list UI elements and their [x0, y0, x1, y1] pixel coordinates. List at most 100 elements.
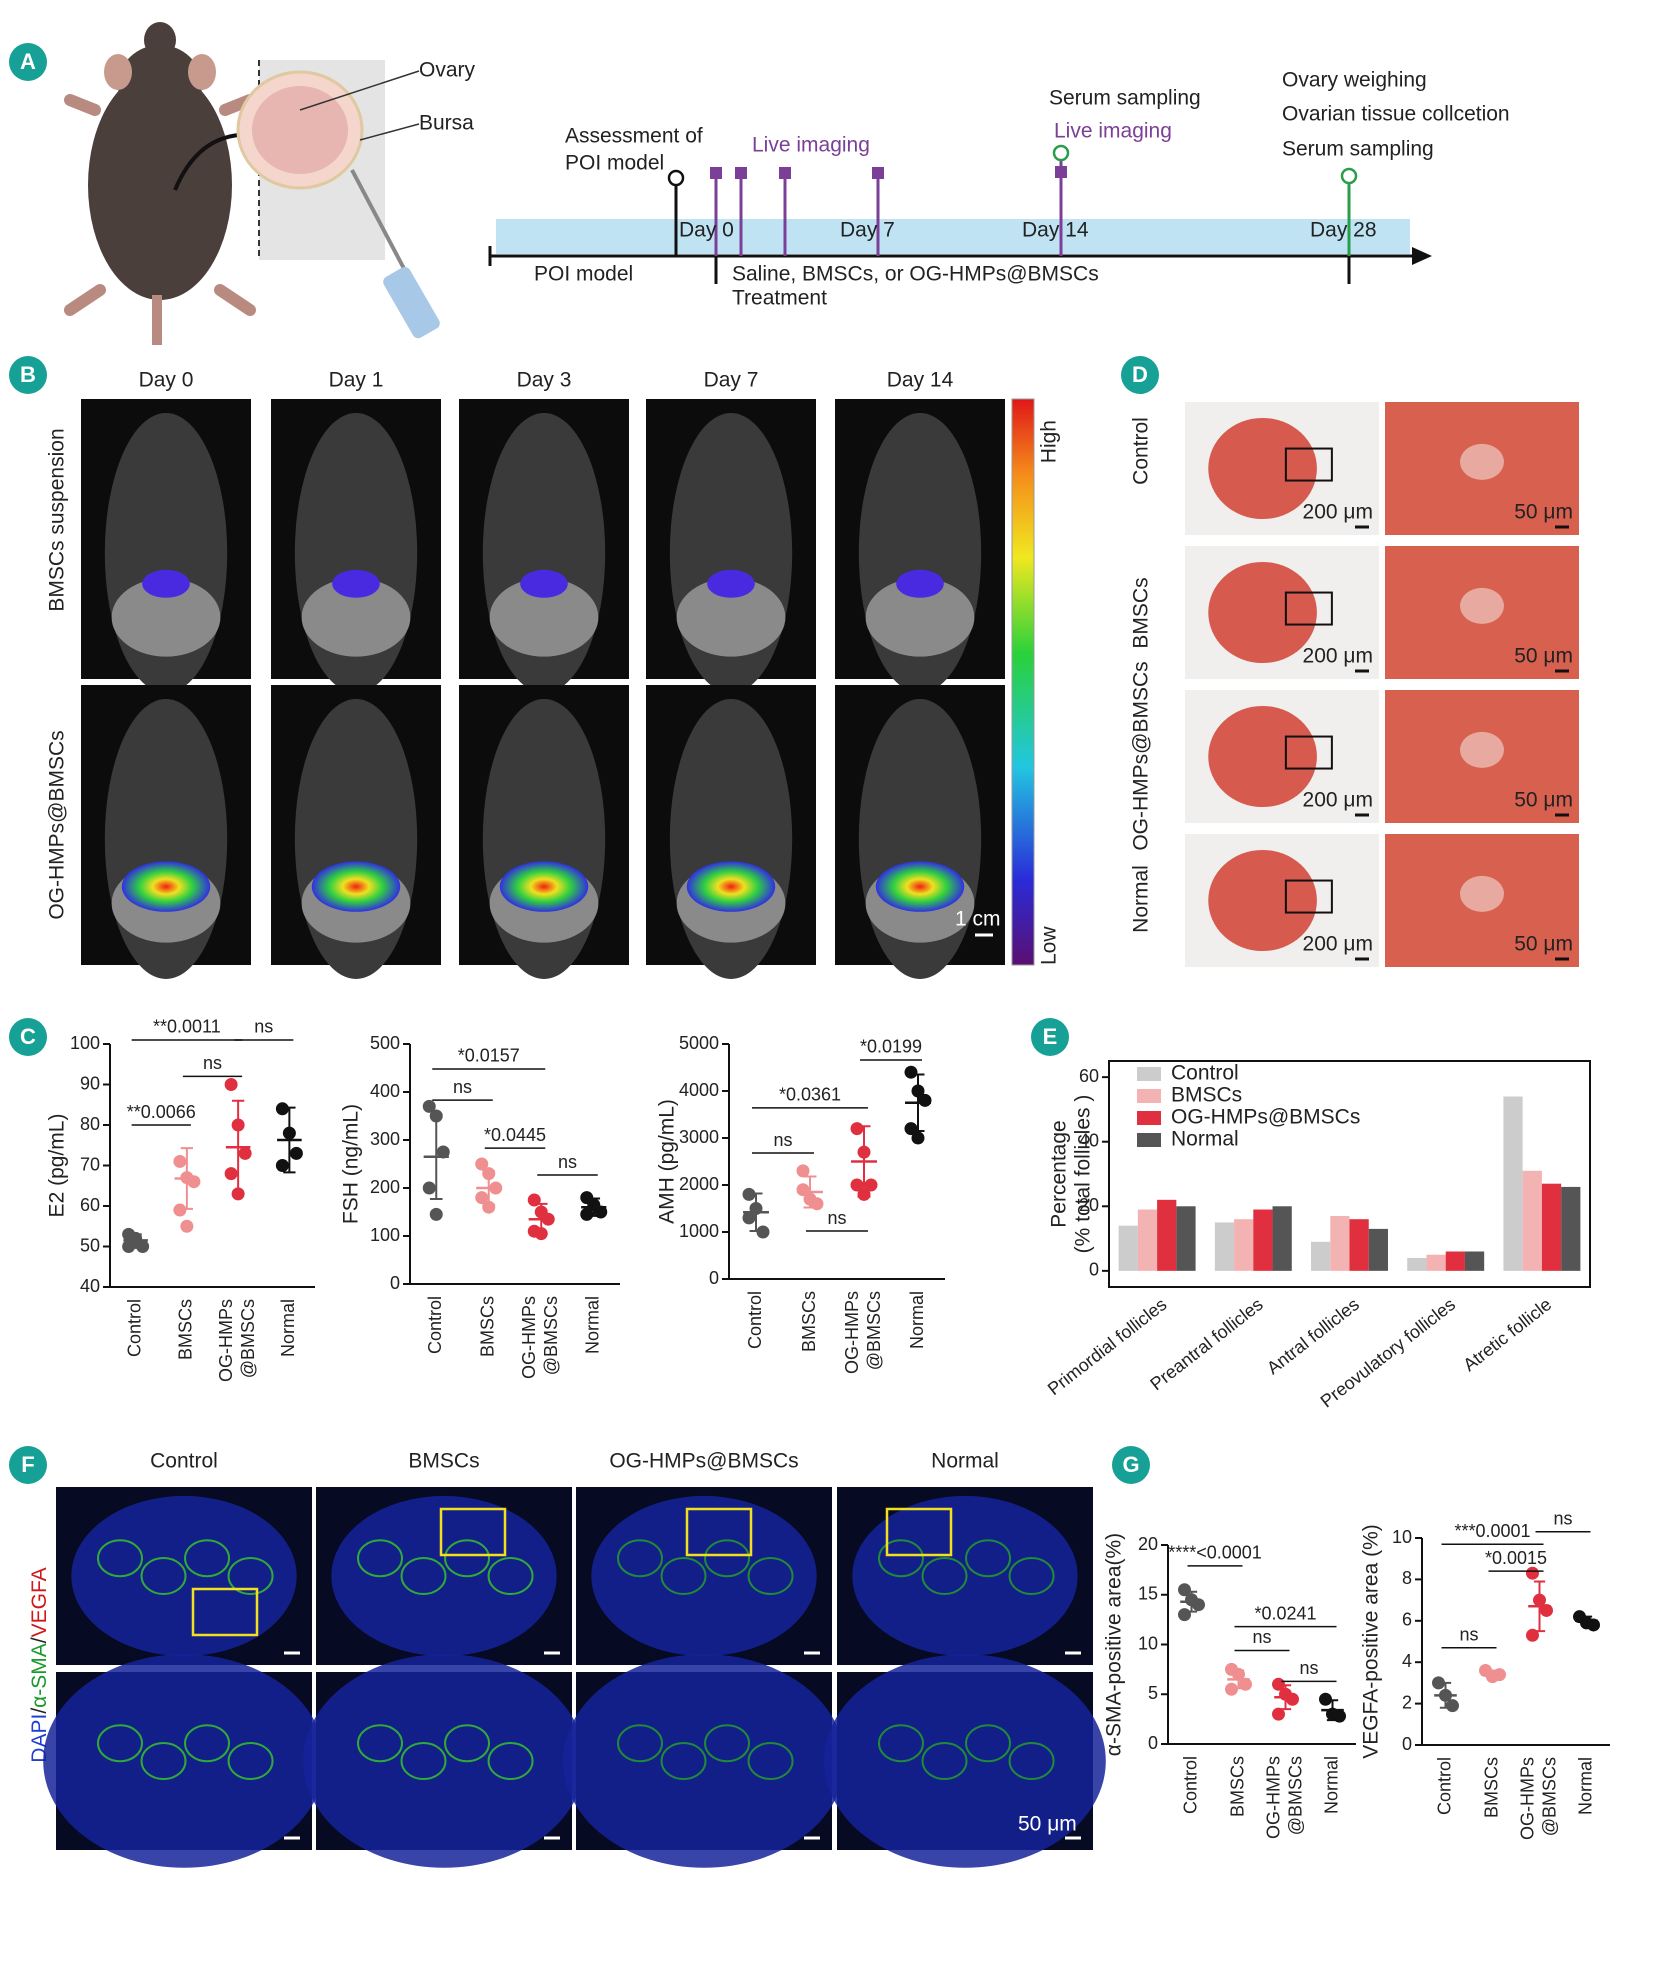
mouse-illustration: [64, 22, 262, 345]
colorbar-label: Low: [1038, 926, 1061, 965]
x-tick-label: OG-HMPs: [519, 1296, 539, 1379]
bar: [1541, 1183, 1562, 1271]
data-point: [756, 1225, 770, 1239]
timeline-label: Saline, BMSCs, or OG-HMPs@BMSCs: [732, 263, 1099, 286]
data-point: [475, 1157, 489, 1171]
y-tick-label: 10: [1138, 1633, 1158, 1653]
y-tick-label: 50: [80, 1235, 100, 1255]
x-tick-label: BMSCs: [1227, 1756, 1247, 1817]
bar: [1426, 1254, 1446, 1271]
data-point: [1319, 1692, 1332, 1706]
x-tick-label: BMSCs: [478, 1296, 498, 1357]
panel-badge: [9, 1018, 47, 1056]
data-point: [742, 1187, 756, 1201]
ovary-section: [1208, 705, 1317, 808]
follicle: [660, 1557, 707, 1595]
follicle: [1008, 1557, 1055, 1595]
tissue: [852, 1495, 1078, 1657]
error-bar: [1533, 1580, 1546, 1633]
legend-label: OG-HMPs@BMSCs: [1171, 1106, 1360, 1129]
x-tick-label: Control: [745, 1291, 765, 1349]
scale-bar-label: 200 μm: [1303, 933, 1373, 956]
panel-badge: [1121, 356, 1159, 394]
y-tick-label: 20: [1138, 1534, 1158, 1554]
stain-sep: /: [28, 1708, 51, 1714]
bar: [1349, 1219, 1369, 1271]
error-bar: [429, 1113, 443, 1201]
column-label: Normal: [931, 1450, 999, 1473]
data-point: [436, 1145, 450, 1159]
x-tick-label: Normal: [1321, 1756, 1341, 1814]
signal: [896, 569, 944, 598]
y-tick-label: 60: [1079, 1066, 1099, 1086]
timeline-label: Serum sampling: [1282, 138, 1434, 161]
panel-label: F: [21, 1452, 34, 1477]
panel-badge: [9, 356, 47, 394]
data-point: [918, 1093, 932, 1107]
data-point: [224, 1167, 238, 1181]
error-bar: [1232, 1669, 1245, 1690]
x-tick-label: @BMSCs: [1539, 1757, 1559, 1836]
x-tick-label: @BMSCs: [238, 1299, 258, 1378]
data-point: [289, 1146, 303, 1160]
timeline-label: POI model: [534, 263, 633, 286]
ovary-inset: [236, 60, 440, 339]
y-tick-label: 100: [370, 1225, 400, 1245]
timeline-label: Serum sampling: [1049, 87, 1201, 110]
significance-label: ns: [453, 1077, 472, 1097]
x-tick-label: Control: [1180, 1756, 1200, 1814]
legend-swatch: [1137, 1089, 1161, 1103]
timeline-day: Day 7: [840, 219, 895, 242]
significance-label: ns: [773, 1130, 792, 1150]
y-tick-label: 20: [1079, 1195, 1099, 1215]
follicle: [921, 1557, 968, 1595]
bar: [1234, 1219, 1254, 1271]
error-bar: [1185, 1590, 1198, 1613]
bar: [1272, 1206, 1292, 1271]
x-tick-label: BMSCs: [1481, 1757, 1501, 1818]
data-point: [1272, 1707, 1285, 1721]
data-point: [911, 1131, 925, 1145]
signal: [121, 861, 211, 912]
y-tick-label: 300: [370, 1129, 400, 1149]
timeline-label: Ovary weighing: [1282, 69, 1427, 92]
data-point: [275, 1102, 289, 1116]
y-axis-label: E2 (pg/mL): [46, 1114, 69, 1218]
bar: [1311, 1241, 1331, 1271]
y-tick-label: 0: [1089, 1260, 1099, 1280]
row-label: OG-HMPs@BMSCs: [46, 730, 69, 919]
error-bar: [803, 1175, 817, 1209]
y-tick-label: 90: [80, 1073, 100, 1093]
significance-label: *0.0199: [860, 1037, 922, 1057]
data-point: [422, 1181, 436, 1195]
y-tick-label: 15: [1138, 1584, 1158, 1604]
data-point: [1178, 1608, 1191, 1622]
timeline-day: Day 28: [1310, 219, 1377, 242]
x-tick-label: BMSCs: [799, 1291, 819, 1352]
data-point: [850, 1178, 864, 1192]
y-axis-label: FSH (ng/mL): [340, 1104, 363, 1224]
data-point: [1192, 1598, 1205, 1612]
x-tick-label: Control: [124, 1299, 144, 1357]
x-tick-label: BMSCs: [176, 1299, 196, 1360]
zoom-box: [439, 1507, 507, 1557]
plot-frame: [1108, 1060, 1591, 1288]
scale-bar-label: 50 μm: [1514, 933, 1573, 956]
data-point: [173, 1154, 187, 1168]
legend-label: Normal: [1171, 1128, 1239, 1151]
follicle: [140, 1742, 187, 1780]
mouse-belly: [111, 578, 221, 657]
label-ovary: Ovary: [419, 59, 476, 82]
error-bar: [231, 1099, 245, 1195]
data-point: [850, 1122, 864, 1136]
y-tick-label: 4000: [679, 1080, 719, 1100]
bar: [1464, 1251, 1485, 1271]
panel-label: D: [1132, 362, 1148, 387]
x-tick-label: OG-HMPs: [1263, 1756, 1283, 1839]
bar: [1407, 1257, 1427, 1271]
x-tick-label: Control: [425, 1296, 445, 1354]
significance-label: *0.0241: [1254, 1603, 1316, 1623]
follicle: [660, 1742, 707, 1780]
